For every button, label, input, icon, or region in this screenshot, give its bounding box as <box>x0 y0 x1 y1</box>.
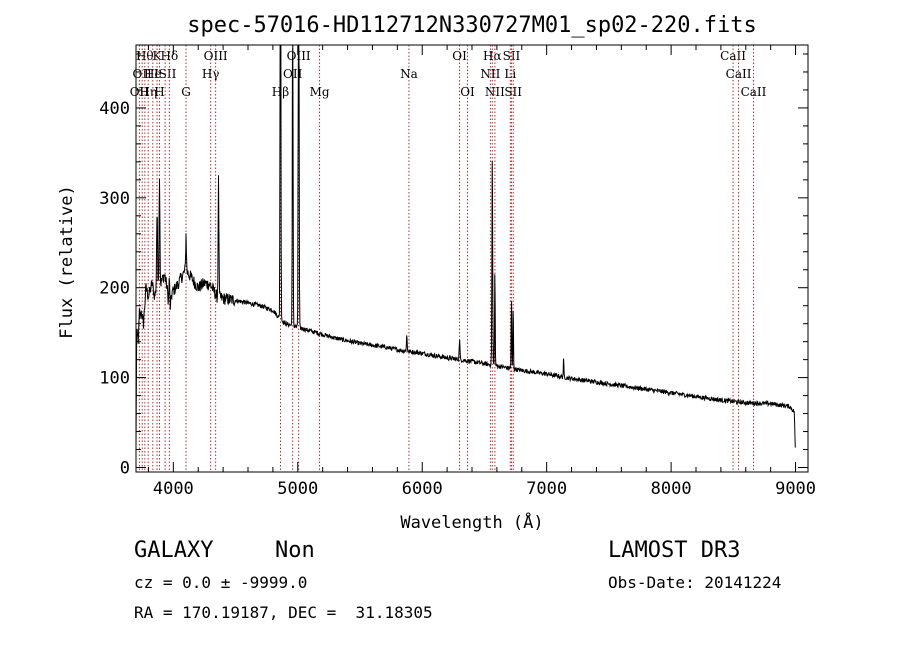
x-tick-label: 5000 <box>277 479 318 499</box>
reference-line-label: Hδ <box>160 49 178 63</box>
reference-line-label: OIII <box>204 49 228 63</box>
y-tick-label: 300 <box>99 189 130 209</box>
reference-line-label: OII <box>133 67 153 81</box>
reference-line-label: SII <box>504 85 522 99</box>
y-axis-label: Flux (relative) <box>57 185 77 339</box>
reference-line-label: CaII <box>741 85 767 99</box>
chart-title: spec-57016-HD112712N330727M01_sp02-220.f… <box>187 13 757 38</box>
x-tick-label: 4000 <box>153 479 194 499</box>
x-tick-label: 8000 <box>651 479 692 499</box>
x-tick-label: 6000 <box>402 479 443 499</box>
plot-frame <box>135 44 809 473</box>
reference-line-label: Hθ <box>136 49 154 63</box>
spectrum-series <box>135 44 796 448</box>
object-subclass: Non <box>275 538 315 563</box>
y-tick-label: 200 <box>99 279 130 299</box>
x-tick-label: 7000 <box>526 479 567 499</box>
y-tick-label: 0 <box>120 459 130 479</box>
reference-line-label: NII <box>485 85 505 99</box>
survey-name: LAMOST DR3 <box>608 538 741 563</box>
coordinates-text: RA = 170.19187, DEC = 31.18305 <box>134 603 433 622</box>
reference-line-label: OI <box>452 49 467 63</box>
reference-lines: OIIOIIHθHηHeKHISIIHδGHγOIIIHβOIIOIIIMgNa… <box>130 45 767 472</box>
reference-line-label: Hα <box>483 49 502 63</box>
x-axis-label: Wavelength (Å) <box>400 511 543 533</box>
reference-line-label: Li <box>504 67 516 81</box>
reference-line-label: SII <box>503 49 521 63</box>
redshift-text: cz = 0.0 ± -9999.0 <box>134 573 308 592</box>
x-tick-label: 9000 <box>775 479 816 499</box>
obs-date-text: Obs-Date: 20141224 <box>608 573 782 592</box>
reference-line-label: Mg <box>310 85 330 99</box>
y-tick-label: 100 <box>99 369 130 389</box>
reference-line-label: Na <box>400 67 418 81</box>
reference-line-label: NII <box>480 67 500 81</box>
spectrum-line <box>135 44 796 448</box>
object-class: GALAXY <box>134 538 214 563</box>
y-tick-label: 400 <box>99 99 130 119</box>
reference-line-label: Hγ <box>202 67 220 81</box>
reference-line-label: G <box>181 85 191 99</box>
axis-ticks: 4000 5000 6000 7000 8000 9000 0 100 200 300 400 <box>99 45 816 499</box>
spectrum-chart: spec-57016-HD112712N330727M01_sp02-220.f… <box>57 13 816 533</box>
reference-line-label: CaII <box>720 49 746 63</box>
reference-line-label: ISII <box>154 67 177 81</box>
reference-line-label: K <box>153 49 163 63</box>
reference-line-label: CaII <box>726 67 752 81</box>
reference-line-label: OI <box>460 85 475 99</box>
reference-line-label: H <box>154 85 164 99</box>
